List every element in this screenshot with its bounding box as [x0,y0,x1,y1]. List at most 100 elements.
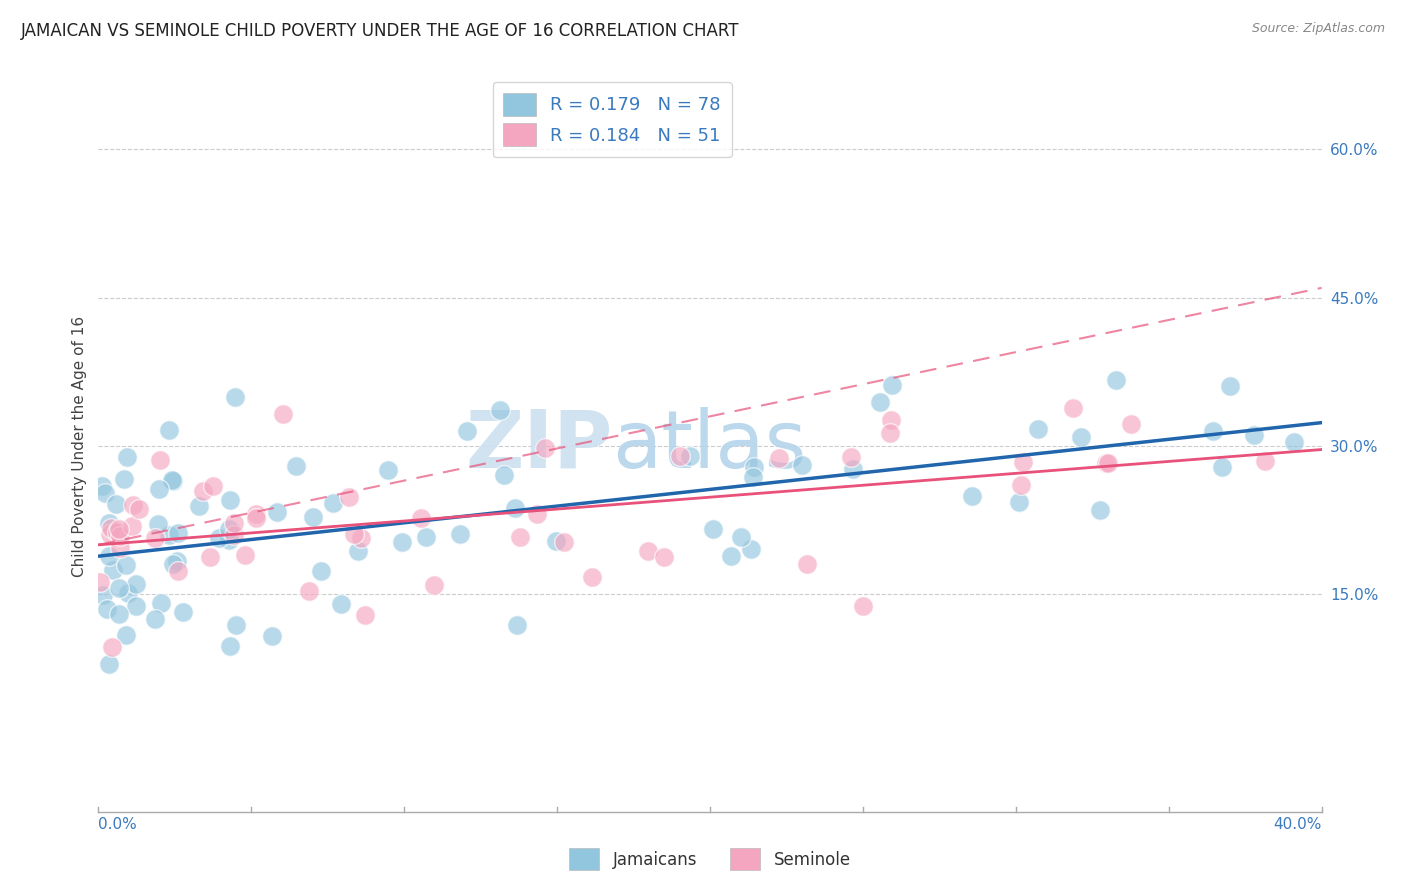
Legend: Jamaicans, Seminole: Jamaicans, Seminole [562,842,858,877]
Point [1090,503,1112,517]
Point [880,413,903,427]
Point [1012,454,1035,468]
Point [125,577,148,591]
Point [266,505,288,519]
Point [98,516,121,531]
Point [108,541,131,555]
Point [423,577,446,591]
Point [166,526,188,541]
Point [879,425,901,440]
Point [162,473,184,487]
Point [149,597,172,611]
Text: Source: ZipAtlas.com: Source: ZipAtlas.com [1251,22,1385,36]
Point [841,462,863,476]
Point [533,441,555,455]
Point [488,402,510,417]
Point [91,588,114,602]
Point [108,581,131,595]
Point [125,599,148,613]
Point [103,564,125,578]
Point [98,657,121,672]
Point [740,542,762,557]
Point [114,628,136,642]
Point [377,463,399,477]
Point [104,498,127,512]
Point [1070,430,1092,444]
Point [505,617,527,632]
Point [115,450,138,464]
Point [702,522,724,536]
Point [337,490,360,504]
Point [301,509,323,524]
Point [112,472,135,486]
Point [201,479,224,493]
Point [1243,427,1265,442]
Point [790,458,813,472]
Point [553,535,575,549]
Point [122,498,145,512]
Point [108,522,131,536]
Point [115,558,138,572]
Point [172,605,194,619]
Point [298,583,321,598]
Point [494,468,516,483]
Point [1105,373,1128,387]
Point [100,521,122,535]
Point [880,378,903,392]
Point [1282,435,1305,450]
Point [167,564,190,578]
Text: 40.0%: 40.0% [1274,817,1322,831]
Point [96,601,118,615]
Point [1254,454,1277,468]
Point [90,479,112,493]
Point [1062,401,1084,416]
Point [166,554,188,568]
Text: JAMAICAN VS SEMINOLE CHILD POVERTY UNDER THE AGE OF 16 CORRELATION CHART: JAMAICAN VS SEMINOLE CHILD POVERTY UNDER… [21,22,740,40]
Point [852,599,875,613]
Point [1097,456,1119,470]
Point [1008,495,1031,509]
Point [117,586,139,600]
Point [415,530,437,544]
Point [526,507,548,521]
Point [1094,456,1116,470]
Point [222,528,245,542]
Point [149,453,172,467]
Point [503,501,526,516]
Point [679,449,702,463]
Text: 0.0%: 0.0% [98,817,138,831]
Point [796,557,818,571]
Point [768,451,790,466]
Point [637,544,659,558]
Point [108,607,131,621]
Point [208,531,231,545]
Point [157,528,180,542]
Point [162,474,184,488]
Point [219,640,242,654]
Point [744,460,766,475]
Point [342,526,364,541]
Point [869,394,891,409]
Point [224,390,246,404]
Point [720,549,742,564]
Point [285,458,308,473]
Point [652,550,675,565]
Point [1202,425,1225,439]
Point [146,517,169,532]
Point [97,549,120,563]
Point [449,527,471,541]
Point [98,527,121,541]
Point [347,544,370,558]
Point [1010,477,1032,491]
Point [157,424,180,438]
Point [100,640,122,654]
Point [143,612,166,626]
Point [145,532,167,546]
Point [456,425,478,439]
Point [245,507,267,521]
Point [218,493,240,508]
Point [262,629,284,643]
Point [1219,378,1241,392]
Point [391,535,413,549]
Point [1211,459,1233,474]
